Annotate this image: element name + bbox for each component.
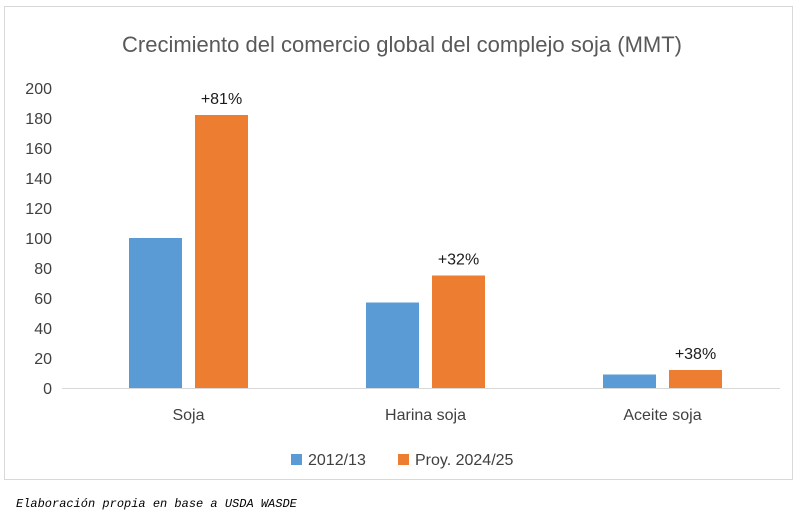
bars <box>129 115 722 388</box>
y-tick-label: 120 <box>25 201 52 218</box>
bar-2012-13-soja <box>129 238 182 388</box>
bar-proy-2024-25-aceite-soja <box>669 370 722 388</box>
y-tick-label: 80 <box>34 261 52 278</box>
y-tick-label: 60 <box>34 291 52 308</box>
x-tick-label: Harina soja <box>385 407 466 424</box>
chart-title: Crecimiento del comercio global del comp… <box>122 32 682 57</box>
x-tick-label: Aceite soja <box>623 407 701 424</box>
y-tick-label: 180 <box>25 111 52 128</box>
y-tick-label: 0 <box>43 381 52 398</box>
bar-proy-2024-25-harina-soja <box>432 275 485 388</box>
bar-2012-13-harina-soja <box>366 302 419 388</box>
y-axis: 0 20 40 60 80 100 120 140 160 180 200 <box>25 81 52 398</box>
legend: 2012/13 Proy. 2024/25 <box>291 452 514 469</box>
y-tick-label: 140 <box>25 171 52 188</box>
legend-swatch <box>291 454 302 465</box>
x-tick-label: Soja <box>172 407 204 424</box>
y-tick-label: 40 <box>34 321 52 338</box>
legend-swatch <box>398 454 409 465</box>
data-label: +32% <box>438 252 479 269</box>
bar-2012-13-aceite-soja <box>603 374 656 388</box>
bar-proy-2024-25-soja <box>195 115 248 388</box>
bar-chart: Crecimiento del comercio global del comp… <box>25 32 780 469</box>
data-label: +38% <box>675 346 716 363</box>
legend-label: Proy. 2024/25 <box>415 452 514 469</box>
y-tick-label: 200 <box>25 81 52 98</box>
source-note: Elaboración propia en base a USDA WASDE <box>16 497 297 511</box>
data-labels: +81% +32% +38% <box>201 91 716 363</box>
x-axis: Soja Harina soja Aceite soja <box>172 407 701 424</box>
data-label: +81% <box>201 91 242 108</box>
y-tick-label: 20 <box>34 351 52 368</box>
y-tick-label: 160 <box>25 141 52 158</box>
legend-label: 2012/13 <box>308 452 366 469</box>
y-tick-label: 100 <box>25 231 52 248</box>
